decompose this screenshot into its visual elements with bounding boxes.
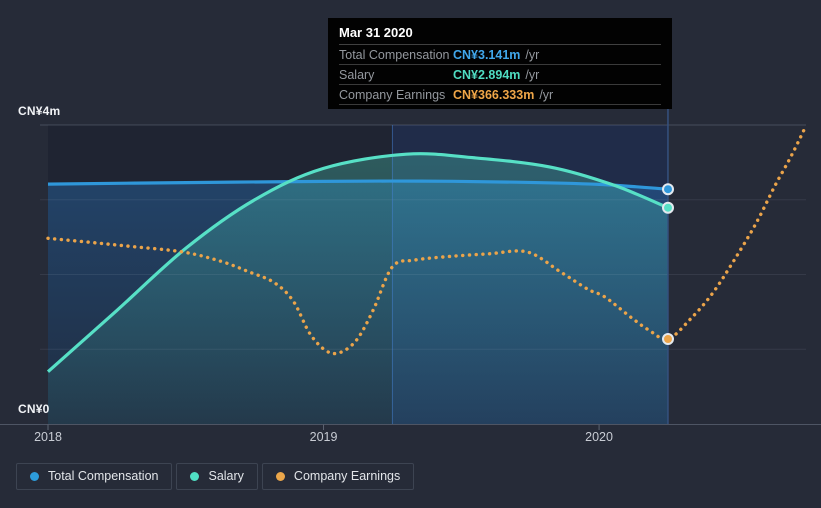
tooltip-suffix: /yr [525,47,540,62]
tooltip-suffix: /yr [539,87,554,102]
legend-item-company-earnings[interactable]: Company Earnings [261,463,415,490]
tooltip-value: CN¥2.894m [453,67,521,82]
legend-label: Company Earnings [293,469,401,483]
legend-item-total-compensation[interactable]: Total Compensation [16,463,173,490]
tooltip-value: CN¥366.333m [453,87,535,102]
legend-dot-icon [30,472,39,481]
x-axis-label: 2019 [309,430,338,444]
tooltip-suffix: /yr [525,67,540,82]
legend-dot-icon [275,472,285,481]
y-axis-label-bottom: CN¥0 [18,402,50,416]
y-axis-label-top: CN¥4m [18,104,61,118]
x-axis-label: 2018 [34,430,62,444]
tooltip-row-company-earnings: Company Earnings CN¥366.333m /yr [339,85,661,105]
legend-dot-icon [190,472,200,481]
tooltip-label: Total Compensation [339,47,450,62]
tooltip-label: Salary [339,67,375,82]
tooltip-date: Mar 31 2020 [339,23,661,45]
tooltip-value: CN¥3.141m [453,47,521,62]
x-axis-label: 2020 [585,430,613,444]
tooltip-row-total-compensation: Total Compensation CN¥3.141m /yr [339,45,661,65]
legend-item-salary[interactable]: Salary [176,463,258,490]
chart-legend: Total Compensation Salary Company Earnin… [16,463,415,490]
chart-tooltip: Mar 31 2020 Total Compensation CN¥3.141m… [328,18,672,109]
legend-label: Total Compensation [48,469,159,483]
tooltip-row-salary: Salary CN¥2.894m /yr [339,65,661,85]
legend-label: Salary [208,469,244,483]
tooltip-label: Company Earnings [339,87,446,102]
